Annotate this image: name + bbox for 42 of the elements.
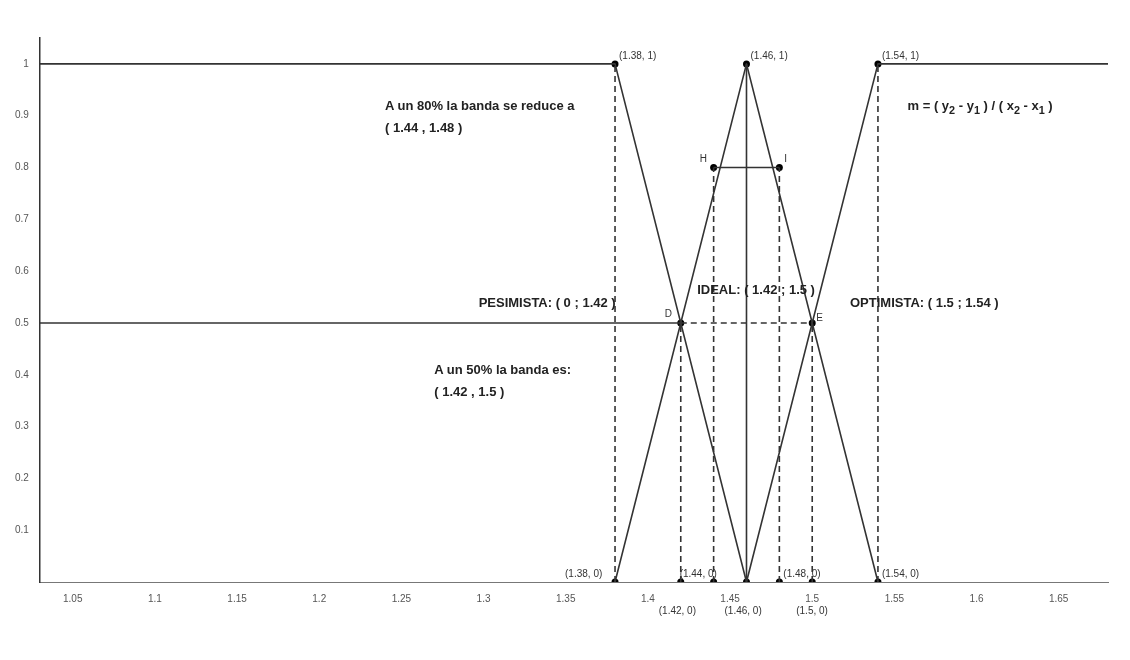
x-tick-label: 1.55: [884, 592, 905, 604]
annotation: A un 80% la banda se reduce a ( 1.44 , 1.48 ): [384, 97, 575, 137]
annotation: (1.54, 0): [881, 568, 920, 579]
annotation: (1.48, 0): [783, 568, 821, 579]
y-tick-label: 0.7: [15, 213, 30, 225]
annotation: (1.38, 1): [619, 49, 657, 61]
annotation: (1.46, 1): [750, 49, 788, 61]
x-tick-label: 1.15: [227, 592, 248, 604]
y-tick-label: 0.4: [15, 368, 30, 380]
annotation: (1.42, 0): [658, 605, 697, 616]
annotation: (1.5, 0): [796, 605, 828, 616]
x-tick-label: 1.4: [640, 592, 656, 604]
x-tick-label: 1.2: [312, 592, 327, 604]
text: m = ( y$_{2}$ - y$_{1}$ ) / ( x$_{2}$ - x$_{1}$ ): [907, 97, 1053, 116]
y-tick-label: 0.8: [15, 161, 30, 173]
x-tick-label: 1.6: [969, 592, 984, 604]
x-tick-label: 1.35: [556, 592, 576, 604]
y-tick-label: 0.5: [15, 316, 30, 328]
annotation: (1.46, 0): [724, 605, 762, 616]
x-tick-label: 1.45: [720, 592, 741, 604]
x-tick-label: 1.3: [476, 592, 491, 604]
x-tick-label: 1.65: [1048, 592, 1069, 604]
annotation: H: [699, 152, 707, 164]
annotation: (1.38, 0): [565, 568, 603, 579]
y-tick-label: 1: [23, 57, 30, 69]
x-tick-label: 1.1: [147, 592, 163, 604]
y-tick-label: 0.3: [15, 420, 30, 432]
y-tick-label: 0.1: [15, 523, 30, 535]
annotation: (1.54, 1): [881, 49, 920, 61]
x-tick-label: 1.25: [391, 592, 412, 604]
y-tick-label: 0.2: [15, 472, 30, 484]
y-tick-label: 0.9: [15, 109, 30, 121]
x-tick-label: 1.5: [805, 592, 820, 604]
x-tick-label: 1.05: [63, 592, 83, 604]
annotation: (1.44, 0): [679, 568, 717, 579]
annotation: A un 50% la banda es: ( 1.42 , 1.5 ): [434, 361, 572, 402]
annotation: I: [784, 152, 788, 164]
y-tick-label: 0.6: [15, 264, 30, 276]
annotation: E: [816, 311, 824, 323]
annotation: PESIMISTA: ( 0 ; 1.42 ): [478, 293, 616, 312]
annotation: OPTIMISTA: ( 1.5 ; 1.54 ): [850, 293, 999, 312]
annotation: D: [664, 307, 672, 319]
